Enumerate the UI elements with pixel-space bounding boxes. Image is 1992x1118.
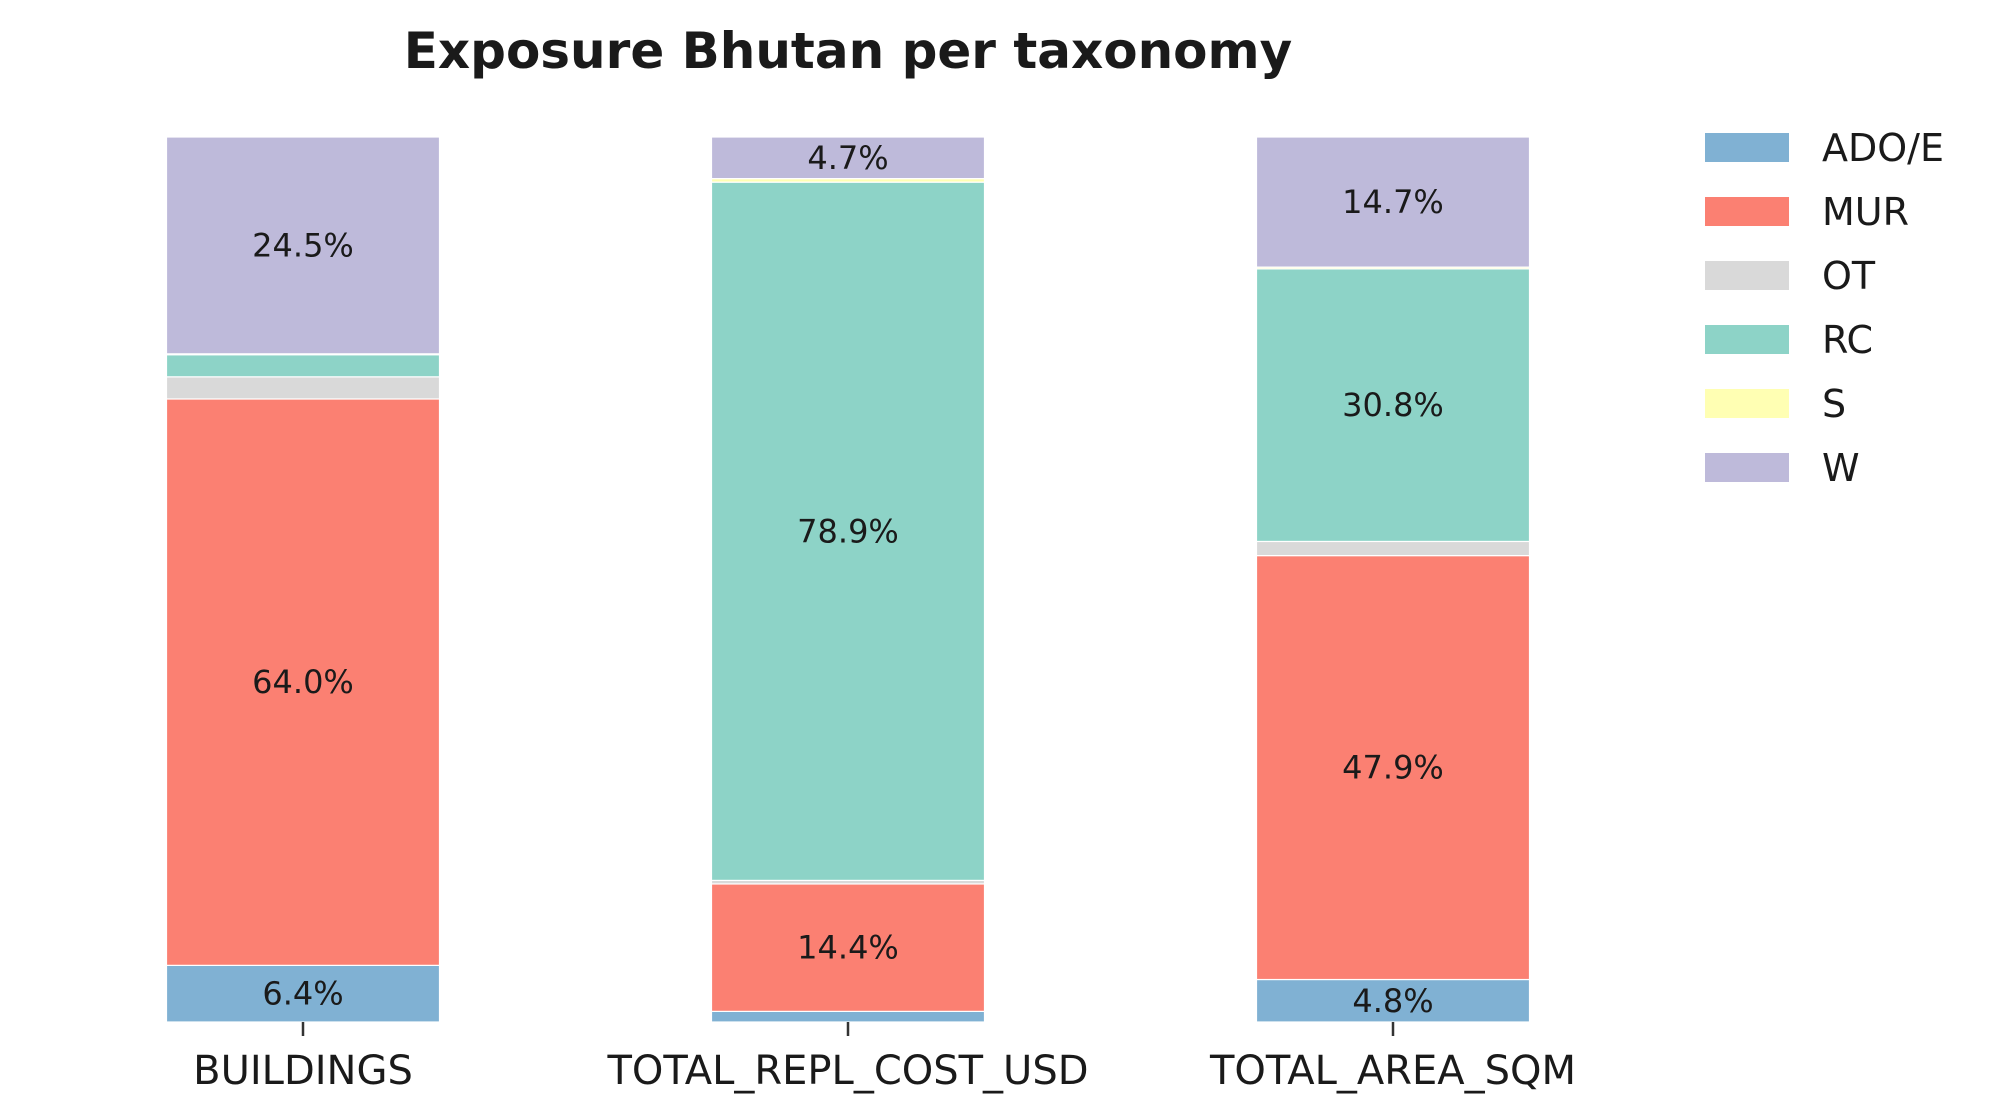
bar-segment-ot-total-area-sqm (1255, 540, 1531, 557)
x-tick-label: BUILDINGS (193, 1048, 413, 1094)
bar-segment-w-total-area-sqm (1255, 136, 1531, 268)
legend-swatch-w (1705, 453, 1789, 482)
legend-swatch-ot (1705, 261, 1789, 290)
bar-segment-w-buildings (165, 136, 441, 355)
bar-segment-rc-buildings (165, 354, 441, 378)
data-label-rc-total-repl-cost-usd: 78.9% (797, 512, 899, 550)
legend-swatch-rc (1705, 325, 1789, 354)
legend-swatch-s (1705, 389, 1789, 418)
data-label-mur-total-repl-cost-usd: 14.4% (797, 929, 899, 967)
data-labels-group: 6.4% 64.0% 24.5% 14.4% 78.9% 4.7% 4.8% 47.9% 30.… (252, 139, 1444, 1020)
bar-segment-ado-e-total-repl-cost-usd (710, 1010, 986, 1023)
chart-title: Exposure Bhutan per taxonomy (404, 22, 1292, 80)
bar-segment-ot-buildings (165, 376, 441, 400)
legend-label-ot: OT (1822, 254, 1876, 298)
legend-label-rc: RC (1822, 318, 1873, 362)
legend-label-s: S (1822, 382, 1846, 426)
bar-segment-ado-e-buildings (165, 964, 441, 1023)
legend-swatch-mur (1705, 197, 1789, 226)
legend-label-ado-e: ADO/E (1822, 126, 1944, 170)
bar-segment-rc-total-area-sqm (1255, 268, 1531, 543)
bars-group (165, 136, 1531, 1023)
bar-segment-w-total-repl-cost-usd (710, 136, 986, 180)
bar-segment-mur-buildings (165, 398, 441, 966)
data-label-rc-total-area-sqm: 30.8% (1342, 386, 1444, 424)
data-label-ado-e-buildings: 6.4% (262, 975, 343, 1013)
data-label-w-total-area-sqm: 14.7% (1342, 183, 1444, 221)
legend-swatch-ado-e (1705, 133, 1789, 162)
x-tick-label: TOTAL_REPL_COST_USD (606, 1048, 1088, 1094)
data-label-mur-total-area-sqm: 47.9% (1342, 749, 1444, 787)
x-axis: BUILDINGS TOTAL_REPL_COST_USD TOTAL_AREA_S… (193, 1022, 1576, 1094)
bar-segment-mur-total-repl-cost-usd (710, 883, 986, 1012)
data-label-ado-e-total-area-sqm: 4.8% (1352, 982, 1433, 1020)
bar-segment-mur-total-area-sqm (1255, 555, 1531, 981)
x-tick-label: TOTAL_AREA_SQM (1209, 1048, 1576, 1094)
data-label-w-total-repl-cost-usd: 4.7% (807, 139, 888, 177)
legend-label-mur: MUR (1822, 190, 1909, 234)
bar-segment-ado-e-total-area-sqm (1255, 978, 1531, 1023)
data-label-mur-buildings: 64.0% (252, 663, 354, 701)
legend: ADO/E MUR OT RC SW (1705, 126, 1944, 490)
data-label-w-buildings: 24.5% (252, 226, 354, 264)
legend-label-w: W (1822, 446, 1860, 490)
